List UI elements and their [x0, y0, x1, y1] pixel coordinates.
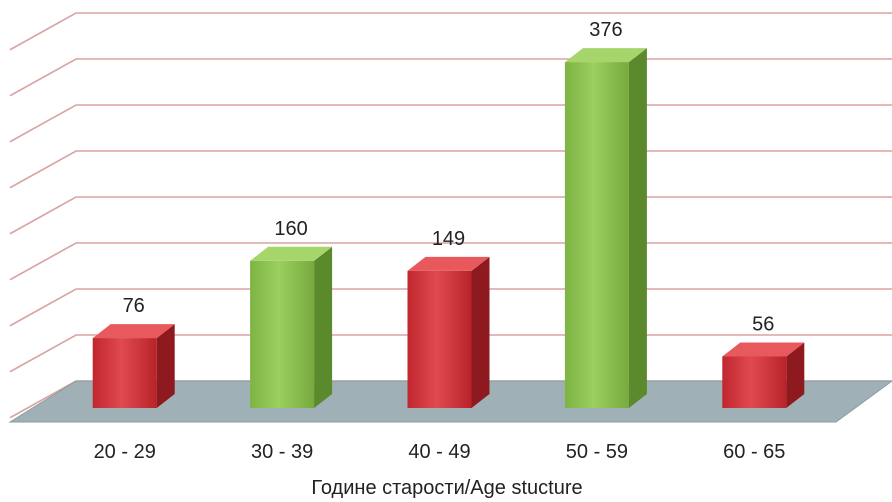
x-tick-label: 30 - 39: [251, 441, 313, 463]
gridline: [9, 12, 892, 51]
bar-front: [407, 270, 472, 408]
bar-top: [564, 48, 647, 63]
bar-side: [786, 342, 805, 408]
bar-side: [471, 256, 490, 408]
bar-front: [722, 356, 787, 408]
bar-side: [156, 324, 175, 408]
bar-front: [564, 62, 629, 409]
bar-top: [407, 256, 490, 271]
x-tick-label: 50 - 59: [566, 441, 628, 463]
data-labels: 76 160 149 376 56: [123, 19, 775, 335]
data-label: 149: [432, 228, 465, 250]
bar-side: [628, 48, 647, 408]
x-tick-label: 60 - 65: [723, 441, 785, 463]
data-label: 56: [752, 313, 774, 335]
x-tick-labels: 20 - 29 30 - 39 40 - 49 50 - 59 60 - 65: [94, 441, 786, 463]
gridline: [9, 104, 892, 143]
gridline: [9, 58, 892, 97]
data-label: 76: [123, 295, 145, 317]
x-tick-label: 40 - 49: [408, 441, 470, 463]
bar-front: [250, 260, 315, 408]
bar-top: [250, 246, 333, 261]
bar-60-65: [722, 342, 805, 408]
bar-40-49: [407, 256, 490, 408]
x-tick-label: 20 - 29: [94, 441, 156, 463]
data-label: 160: [274, 218, 307, 240]
gridlines: [9, 12, 892, 419]
bars: [92, 48, 805, 409]
x-axis-title: Године старости/Age stucture: [311, 477, 582, 499]
data-label: 376: [589, 19, 622, 41]
bar-side: [314, 246, 333, 408]
bar-front: [92, 338, 157, 408]
bar-top: [92, 324, 175, 339]
bar-50-59: [564, 48, 647, 409]
gridline: [9, 150, 892, 189]
bar-30-39: [250, 246, 333, 408]
bar-top: [722, 342, 805, 357]
bar-20-29: [92, 324, 175, 408]
